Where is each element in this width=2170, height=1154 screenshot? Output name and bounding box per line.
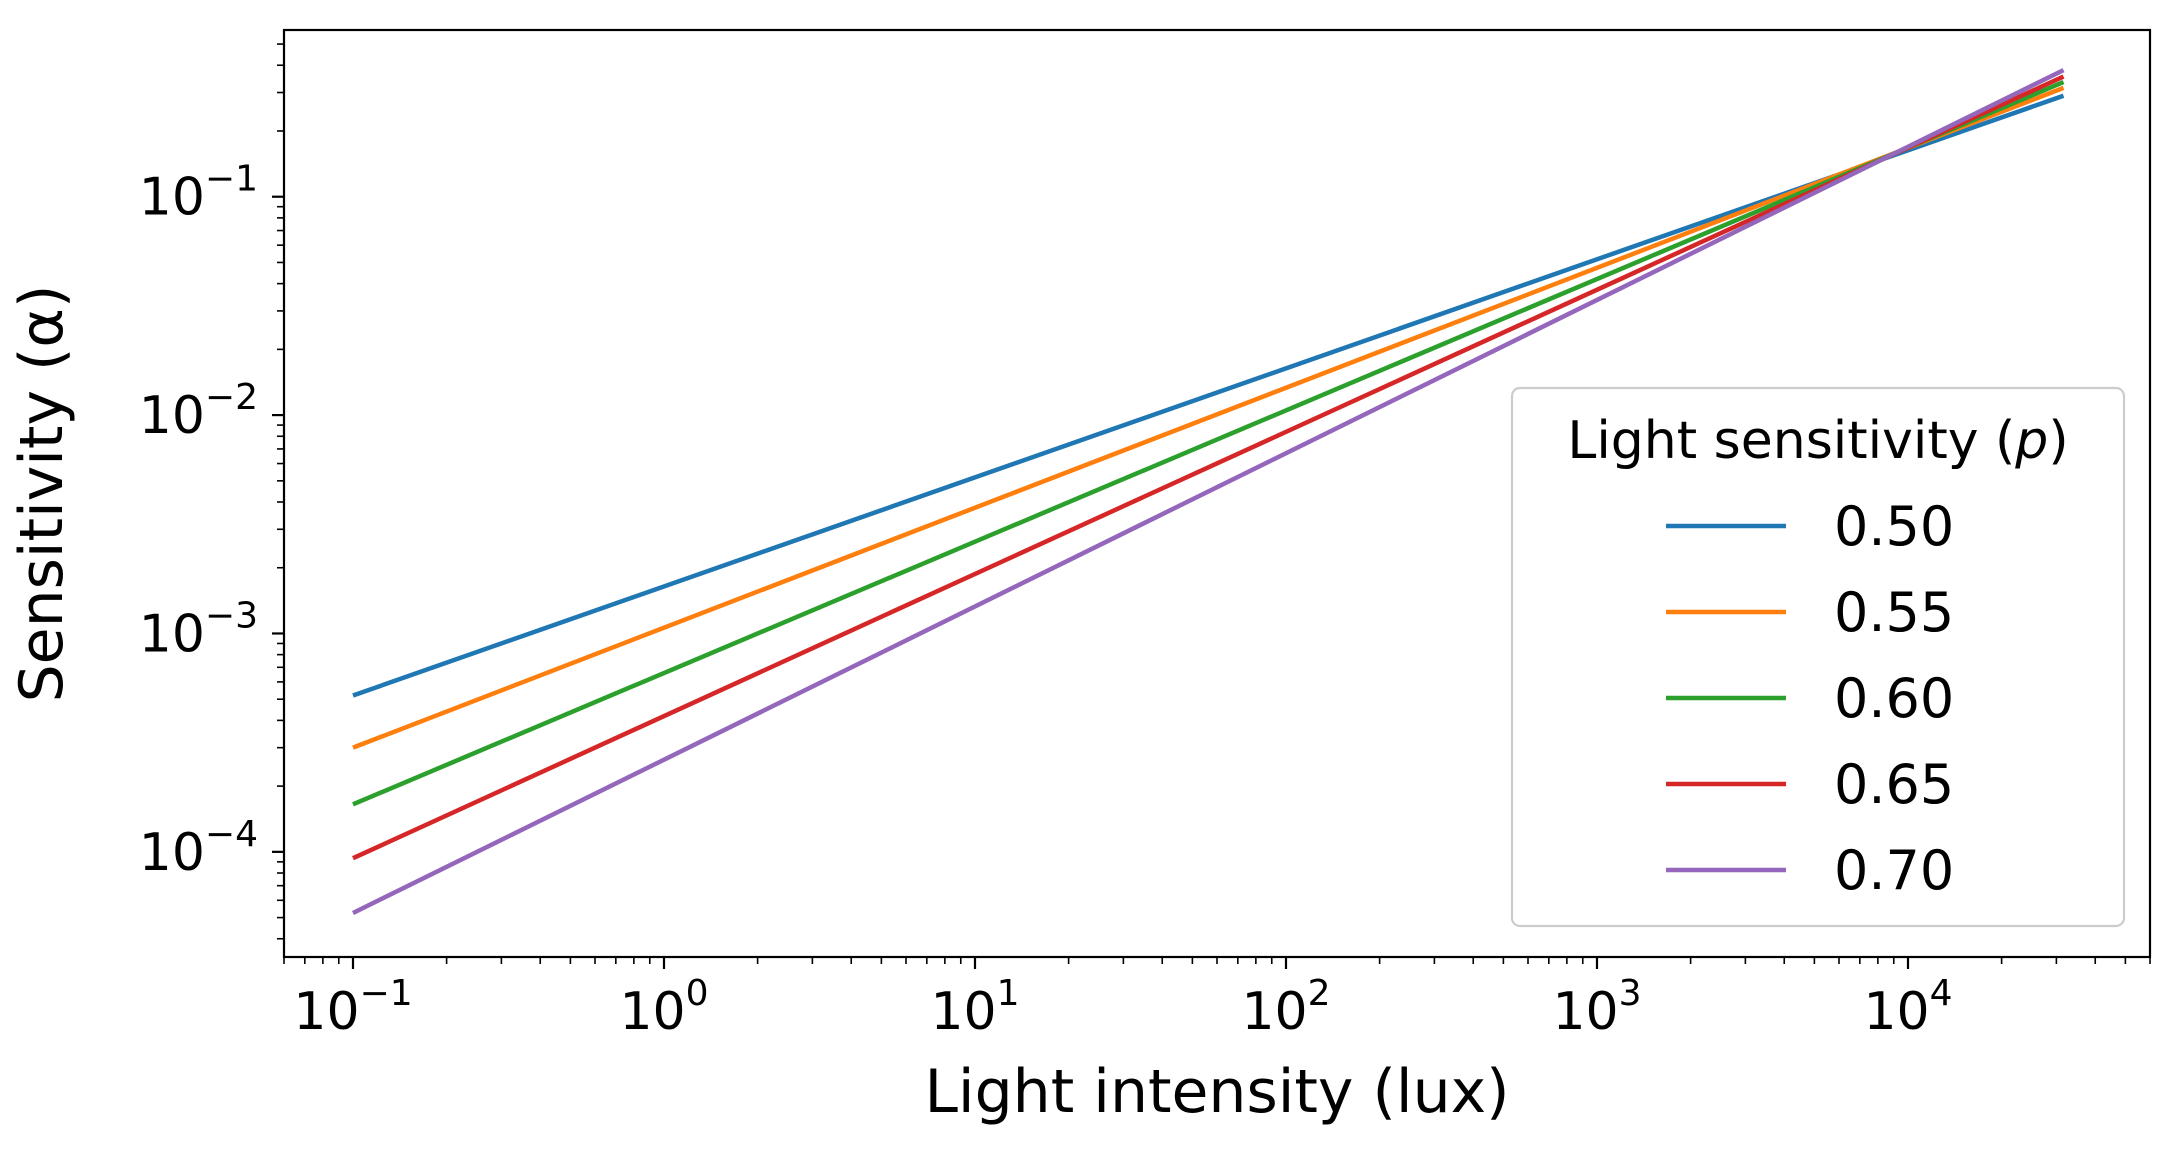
x-tick-label-base: 10	[619, 982, 685, 1042]
x-tick-label-base: 10	[1552, 982, 1618, 1042]
series-line-0-55	[352, 85, 2065, 750]
legend-box	[1510, 386, 2126, 928]
x-tick-label-exponent: 2	[1308, 973, 1331, 1014]
y-tick-label-base: 10	[139, 823, 205, 883]
legend-label-0-50: 0.50	[1834, 495, 1954, 558]
legend-title-suffix: )	[2048, 411, 2068, 471]
legend-title: Light sensitivity (p)	[1567, 411, 2068, 471]
x-tick-label-exponent: 4	[1930, 973, 1953, 1014]
x-tick-label: 101	[930, 973, 1019, 1042]
x-axis-label: Light intensity (lux)	[924, 1057, 1509, 1127]
major-ticks	[272, 195, 1910, 969]
y-tick-label-base: 10	[139, 168, 205, 228]
legend-title-variable: p	[2014, 411, 2048, 471]
legend-entries: 0.50 0.55 0.60 0.65 0.70	[1666, 495, 1954, 902]
y-tick-label-exponent: −4	[205, 814, 258, 855]
y-axis-label: Sensitivity (α)	[7, 285, 77, 703]
x-tick-label-exponent: 0	[686, 973, 709, 1014]
y-tick-label-exponent: −1	[205, 159, 258, 200]
legend-label-0-65: 0.65	[1834, 753, 1954, 816]
legend-label-0-70: 0.70	[1834, 839, 1954, 902]
x-tick-label-exponent: 1	[997, 973, 1020, 1014]
x-tick-label-exponent: 3	[1619, 973, 1642, 1014]
legend-label-0-55: 0.55	[1834, 581, 1954, 644]
y-tick-label-exponent: −2	[205, 377, 258, 418]
x-tick-label-exponent: −1	[360, 973, 413, 1014]
x-tick-label-base: 10	[1241, 982, 1307, 1042]
legend: Light sensitivity (p) 0.500.550.600.650.…	[1510, 386, 2126, 928]
series-line-0-70	[352, 68, 2065, 915]
x-tick-label: 102	[1241, 973, 1330, 1042]
legend-title-prefix: Light sensitivity (	[1567, 411, 2015, 471]
x-tick-label: 104	[1863, 973, 1952, 1042]
series-line-0-65	[352, 74, 2065, 861]
y-tick-label-base: 10	[139, 386, 205, 446]
y-tick-label: 10−2	[139, 377, 258, 446]
series-lines	[352, 68, 2065, 915]
y-tick-label: 10−4	[139, 814, 258, 883]
minor-ticks	[277, 43, 2151, 964]
x-tick-label-base: 10	[930, 982, 996, 1042]
plot-area-frame	[282, 28, 2152, 959]
x-tick-label: 10−1	[293, 973, 412, 1042]
y-tick-label: 10−1	[139, 159, 258, 228]
x-tick-label-base: 10	[1863, 982, 1929, 1042]
legend-label-0-60: 0.60	[1834, 667, 1954, 730]
x-tick-label-base: 10	[293, 982, 359, 1042]
y-tick-label-base: 10	[139, 604, 205, 664]
y-tick-labels: 10−410−310−210−1	[139, 159, 258, 883]
x-tick-labels: 10−1 100 101 102 103 104	[293, 973, 1952, 1042]
series-line-0-60	[352, 79, 2065, 807]
x-tick-label: 103	[1552, 973, 1641, 1042]
y-tick-label: 10−3	[139, 595, 258, 664]
x-tick-label: 100	[619, 973, 708, 1042]
y-tick-label-exponent: −3	[205, 595, 258, 636]
